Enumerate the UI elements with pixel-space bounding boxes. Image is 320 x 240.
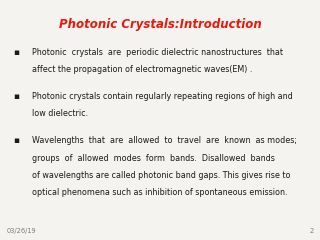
Text: Photonic crystals contain regularly repeating regions of high and: Photonic crystals contain regularly repe… (32, 92, 293, 101)
Text: ▪: ▪ (13, 92, 19, 101)
Text: optical phenomena such as inhibition of spontaneous emission.: optical phenomena such as inhibition of … (32, 188, 287, 197)
Text: 2: 2 (309, 228, 314, 234)
Text: Photonic Crystals:Introduction: Photonic Crystals:Introduction (59, 18, 261, 31)
Text: of wavelengths are called photonic band gaps. This gives rise to: of wavelengths are called photonic band … (32, 171, 291, 180)
Text: low dielectric.: low dielectric. (32, 109, 88, 118)
Text: Wavelengths  that  are  allowed  to  travel  are  known  as modes;: Wavelengths that are allowed to travel a… (32, 136, 297, 145)
Text: ▪: ▪ (13, 136, 19, 145)
Text: affect the propagation of electromagnetic waves(EM) .: affect the propagation of electromagneti… (32, 65, 252, 74)
Text: Photonic  crystals  are  periodic dielectric nanostructures  that: Photonic crystals are periodic dielectri… (32, 48, 283, 57)
Text: 03/26/19: 03/26/19 (6, 228, 36, 234)
Text: groups  of  allowed  modes  form  bands.  Disallowed  bands: groups of allowed modes form bands. Disa… (32, 154, 275, 162)
Text: ▪: ▪ (13, 48, 19, 57)
